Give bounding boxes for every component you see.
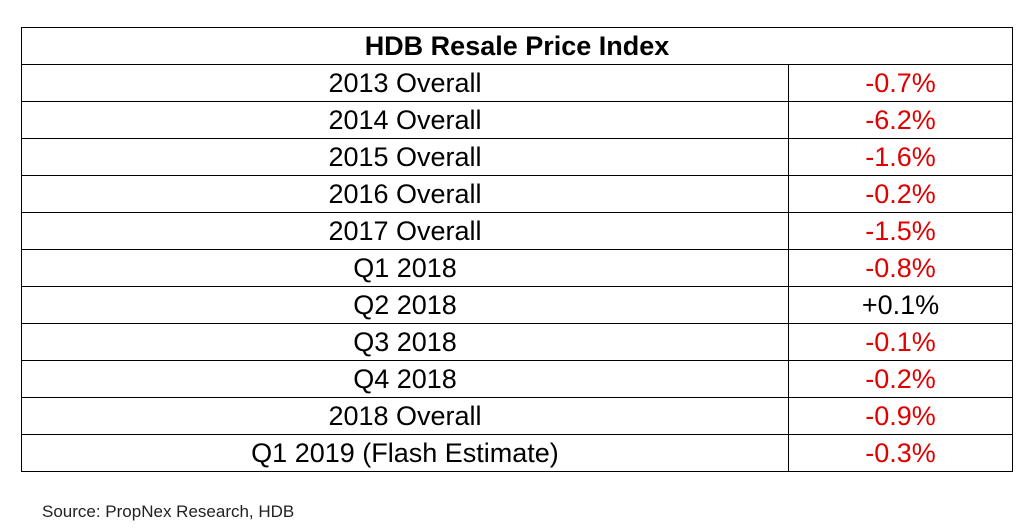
table-body: 2013 Overall -0.7% 2014 Overall -6.2% 2015 O… xyxy=(21,64,1014,472)
row-label: Q2 2018 xyxy=(21,286,789,324)
table-row: Q1 2018 -0.8% xyxy=(21,249,1014,287)
row-label: 2016 Overall xyxy=(21,175,789,213)
row-value: -0.2% xyxy=(787,175,1014,213)
row-value: +0.1% xyxy=(787,286,1014,324)
row-label: Q3 2018 xyxy=(21,323,789,361)
table-row: 2016 Overall -0.2% xyxy=(21,175,1014,213)
row-value: -0.8% xyxy=(787,249,1014,287)
row-label: 2014 Overall xyxy=(21,101,789,139)
table-title: HDB Resale Price Index xyxy=(20,27,1014,65)
row-value: -1.5% xyxy=(787,212,1014,250)
row-label: Q1 2018 xyxy=(21,249,789,287)
row-label: Q4 2018 xyxy=(21,360,789,398)
row-value: -0.3% xyxy=(787,434,1014,472)
table-row: Q2 2018 +0.1% xyxy=(21,286,1014,324)
table-row: 2013 Overall -0.7% xyxy=(21,64,1014,102)
row-label: 2017 Overall xyxy=(21,212,789,250)
row-label: Q1 2019 (Flash Estimate) xyxy=(21,434,789,472)
table-row: 2018 Overall -0.9% xyxy=(21,397,1014,435)
row-value: -6.2% xyxy=(787,101,1014,139)
row-label: 2018 Overall xyxy=(21,397,789,435)
table-row: Q4 2018 -0.2% xyxy=(21,360,1014,398)
table-row: 2017 Overall -1.5% xyxy=(21,212,1014,250)
table-row: 2014 Overall -6.2% xyxy=(21,101,1014,139)
table-header-row: HDB Resale Price Index xyxy=(20,27,1014,65)
source-note: Source: PropNex Research, HDB xyxy=(42,502,295,521)
row-value: -0.1% xyxy=(787,323,1014,361)
row-value: -0.9% xyxy=(787,397,1014,435)
row-value: -0.7% xyxy=(787,64,1014,102)
table-row: Q1 2019 (Flash Estimate) -0.3% xyxy=(21,434,1014,472)
table-row: Q3 2018 -0.1% xyxy=(21,323,1014,361)
row-label: 2015 Overall xyxy=(21,138,789,176)
price-index-table: HDB Resale Price Index 2013 Overall -0.7%… xyxy=(20,27,1014,472)
row-value: -0.2% xyxy=(787,360,1014,398)
table-row: 2015 Overall -1.6% xyxy=(21,138,1014,176)
row-label: 2013 Overall xyxy=(21,64,789,102)
row-value: -1.6% xyxy=(787,138,1014,176)
